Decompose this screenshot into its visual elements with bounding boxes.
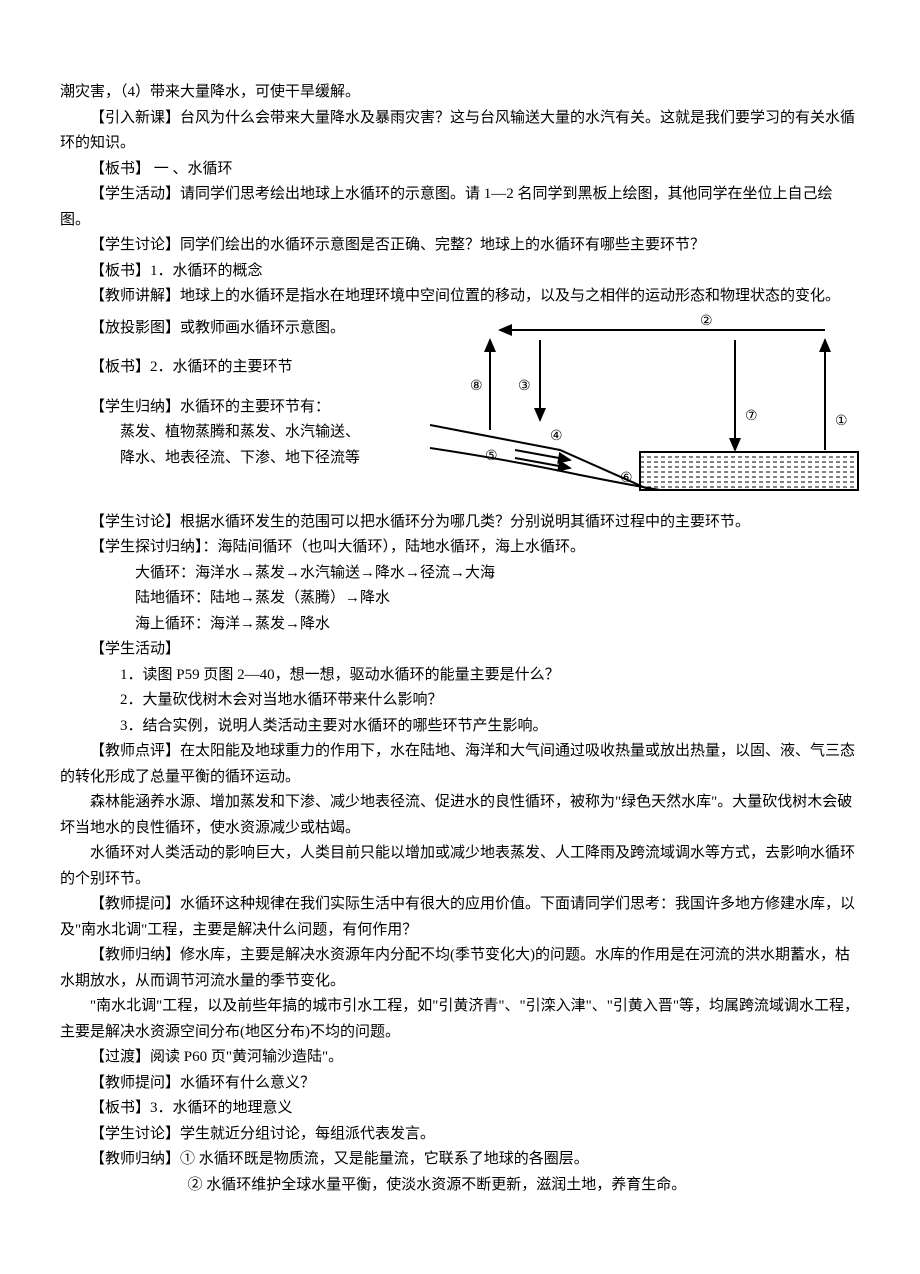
svg-text:⑤: ⑤: [485, 449, 498, 464]
transition: 【过渡】阅读 P60 页"黄河输沙造陆"。: [60, 1045, 860, 1071]
question-item: 3．结合实例，说明人类活动主要对水循环的哪些环节产生影响。: [60, 714, 860, 740]
question-item: 2．大量砍伐树木会对当地水循环带来什么影响？: [60, 688, 860, 714]
section-intro: 【引入新课】台风为什么会带来大量降水及暴雨灾害？这与台风输送大量的水汽有关。这就…: [60, 106, 860, 157]
teacher-explain: 【教师讲解】地球上的水循环是指水在地理环境中空间位置的移动，以及与之相伴的运动形…: [60, 284, 860, 310]
student-activity: 【学生活动】请同学们思考绘出地球上水循环的示意图。请 1—2 名同学到黑板上绘图…: [60, 182, 860, 233]
svg-text:⑦: ⑦: [745, 409, 758, 424]
cycle-line: 陆地循环：陆地→蒸发（蒸腾）→降水: [60, 586, 860, 612]
teacher-question: 【教师提问】水循环有什么意义？: [60, 1071, 860, 1097]
water-cycle-diagram: ① ② ③ ④ ⑤ ⑥ ⑦ ⑧: [430, 310, 860, 500]
teacher-summary: 【教师归纳】修水库，主要是解决水资源年内分配不均(季节变化大)的问题。水库的作用…: [60, 943, 860, 994]
student-discussion: 【学生讨论】学生就近分组讨论，每组派代表发言。: [60, 1122, 860, 1148]
svg-text:④: ④: [550, 429, 563, 444]
body-text: 潮灾害，（4）带来大量降水，可使干旱缓解。: [60, 80, 860, 106]
student-discussion: 【学生讨论】同学们绘出的水循环示意图是否正确、完整？地球上的水循环有哪些主要环节…: [60, 233, 860, 259]
teacher-summary: ② 水循环维护全球水量平衡，使淡水资源不断更新，滋润土地，养育生命。: [60, 1173, 860, 1199]
water-cycle-svg: ① ② ③ ④ ⑤ ⑥ ⑦ ⑧: [430, 310, 860, 500]
board-heading: 【板书】3．水循环的地理意义: [60, 1096, 860, 1122]
board-heading: 【板书】 一 、水循环: [60, 157, 860, 183]
question-item: 1．读图 P59 页图 2—40，想一想，驱动水循环的能量主要是什么？: [60, 663, 860, 689]
teacher-comment: 森林能涵养水源、增加蒸发和下渗、减少地表径流、促进水的良性循环，被称为"绿色天然…: [60, 790, 860, 841]
board-heading: 【板书】1．水循环的概念: [60, 259, 860, 285]
svg-text:②: ②: [700, 314, 713, 329]
teacher-question: 【教师提问】水循环这种规律在我们实际生活中有很大的应用价值。下面请同学们思考：我…: [60, 892, 860, 943]
teacher-comment: 【教师点评】在太阳能及地球重力的作用下，水在陆地、海洋和大气间通过吸收热量或放出…: [60, 739, 860, 790]
svg-text:⑥: ⑥: [620, 471, 633, 486]
cycle-line: 海上循环：海洋→蒸发→降水: [60, 612, 860, 638]
diagram-section: ①②③④⑤⑥⑦⑧ 【放投影图】或教师画水循环示意图。 【板书】2．水循环的主要环…: [60, 310, 860, 500]
svg-text:⑧: ⑧: [470, 379, 483, 394]
svg-text:①: ①: [835, 414, 848, 429]
teacher-summary: "南水北调"工程，以及前些年搞的城市引水工程，如"引黄济青"、"引滦入津"、"引…: [60, 994, 860, 1045]
teacher-summary: 【教师归纳】① 水循环既是物质流，又是能量流，它联系了地球的各圈层。: [60, 1147, 860, 1173]
student-discussion: 【学生讨论】根据水循环发生的范围可以把水循环分为哪几类？分别说明其循环过程中的主…: [60, 510, 860, 536]
student-activity: 【学生活动】: [60, 637, 860, 663]
student-explore: 【学生探讨归纳】：海陆间循环（也叫大循环），陆地水循环，海上水循环。: [60, 535, 860, 561]
svg-text:③: ③: [518, 379, 531, 394]
cycle-line: 大循环：海洋水→蒸发→水汽输送→降水→径流→大海: [60, 561, 860, 587]
teacher-comment: 水循环对人类活动的影响巨大，人类目前只能以增加或减少地表蒸发、人工降雨及跨流域调…: [60, 841, 860, 892]
